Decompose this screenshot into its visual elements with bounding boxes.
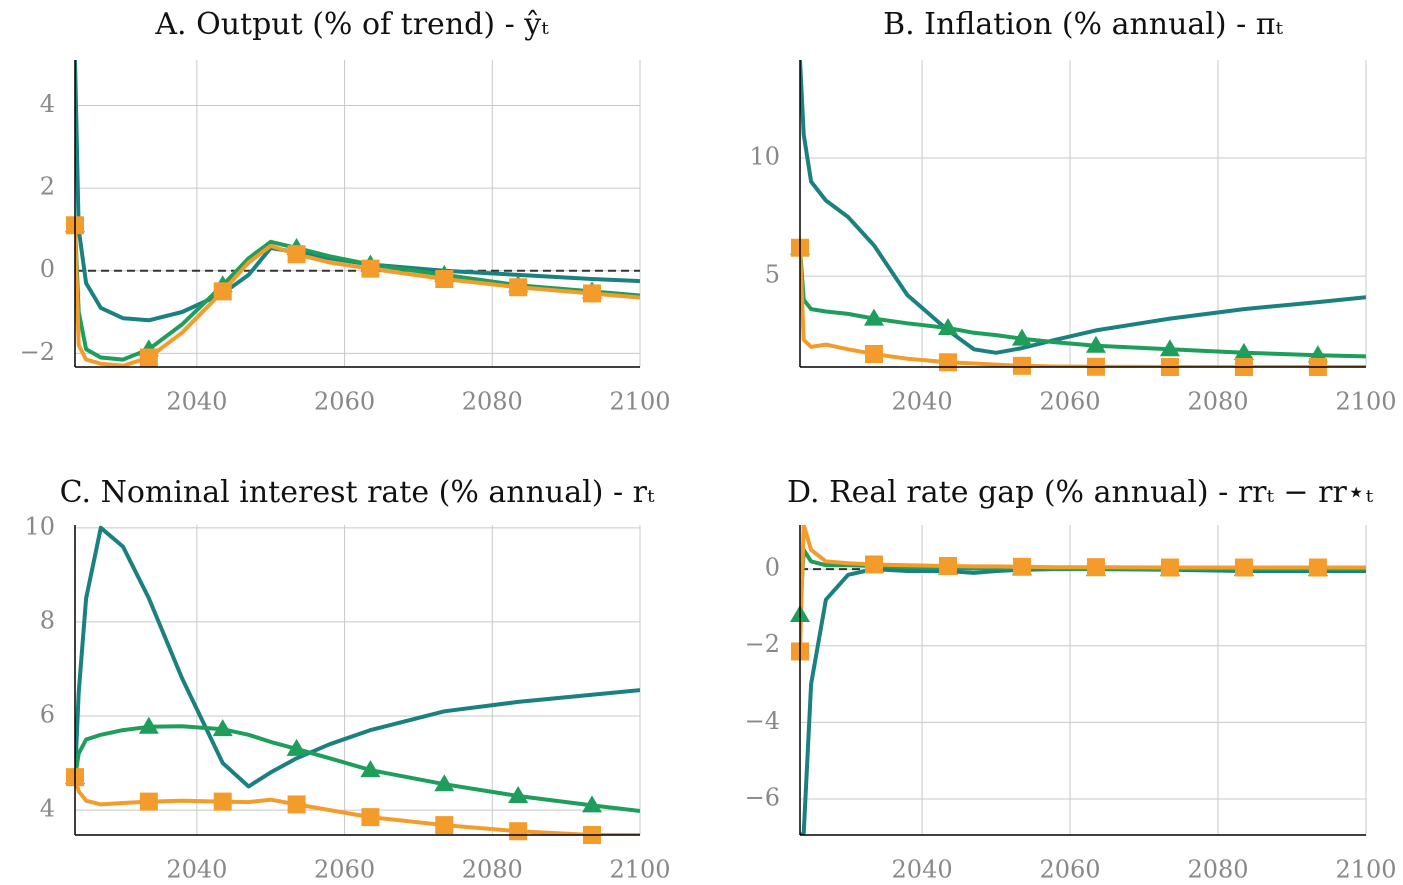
y-tick-label: −2 (745, 630, 780, 658)
marker (139, 348, 158, 367)
marker (139, 792, 158, 811)
x-tick-label: 2100 (609, 856, 670, 884)
x-tick-label: 2040 (166, 388, 227, 416)
marker (360, 760, 381, 778)
panel: D. Real rate gap (% annual) - rrₜ − rr⋆ₜ… (745, 475, 1397, 884)
marker (937, 318, 958, 336)
x-tick-label: 2100 (1335, 388, 1396, 416)
x-tick-label: 2080 (1187, 388, 1248, 416)
marker (213, 792, 232, 811)
x-tick-label: 2080 (1187, 856, 1248, 884)
marker (1085, 335, 1106, 353)
marker (213, 282, 232, 301)
marker (1159, 339, 1180, 357)
marker (138, 716, 159, 734)
panel: B. Inflation (% annual) - πₜ 2040 2060 2080… (749, 7, 1396, 416)
panel-title: B. Inflation (% annual) - πₜ (883, 7, 1283, 42)
marker (1086, 558, 1105, 577)
x-tick-label: 2100 (1335, 856, 1396, 884)
x-tick-label: 2060 (314, 388, 375, 416)
series-line (800, 567, 1366, 835)
marker (509, 822, 528, 841)
y-tick-label: 10 (24, 512, 55, 540)
y-tick-label: 4 (40, 795, 55, 823)
x-tick-label: 2040 (892, 856, 953, 884)
series-line (75, 225, 640, 362)
marker (1012, 557, 1031, 576)
marker (938, 353, 957, 372)
marker (1233, 342, 1254, 360)
y-tick-label: 0 (40, 255, 55, 283)
marker (938, 557, 957, 576)
marker (435, 816, 454, 835)
x-tick-label: 2060 (314, 856, 375, 884)
marker (863, 308, 884, 326)
marker (435, 269, 454, 288)
marker (361, 259, 380, 278)
y-tick-label: 6 (40, 700, 55, 728)
marker (286, 738, 307, 756)
marker (361, 808, 380, 827)
marker (864, 345, 883, 364)
y-tick-label: −4 (745, 707, 780, 735)
marker (509, 278, 528, 297)
plot-area (75, 525, 640, 835)
panel: A. Output (% of trend) - ŷₜ 2040 2060 2080 2… (20, 7, 671, 416)
marker (1160, 558, 1179, 577)
series-line (800, 60, 1366, 355)
marker (1308, 558, 1327, 577)
x-tick-label: 2040 (166, 856, 227, 884)
marker (287, 245, 306, 264)
panel-title: A. Output (% of trend) - ŷₜ (154, 7, 549, 42)
plot-area (75, 60, 640, 367)
marker (212, 719, 233, 737)
y-tick-label: 8 (40, 606, 55, 634)
x-tick-label: 2060 (1040, 856, 1101, 884)
marker (1012, 356, 1031, 375)
marker (864, 555, 883, 574)
x-tick-label: 2080 (462, 388, 523, 416)
plot-area (800, 60, 1366, 367)
y-tick-label: 2 (40, 173, 55, 201)
marker (581, 795, 602, 813)
marker (1234, 558, 1253, 577)
series-line (800, 247, 1366, 359)
series-line (75, 60, 640, 323)
y-tick-label: 10 (749, 143, 780, 171)
series-line (800, 547, 1366, 616)
y-tick-label: −6 (745, 783, 780, 811)
series-line (800, 247, 1366, 367)
x-tick-label: 2040 (892, 388, 953, 416)
y-tick-label: 0 (765, 554, 780, 582)
x-tick-label: 2080 (462, 856, 523, 884)
marker (508, 785, 529, 803)
y-tick-label: −2 (20, 338, 55, 366)
series-line (75, 525, 640, 789)
y-tick-label: 4 (40, 90, 55, 118)
y-tick-label: 5 (765, 261, 780, 289)
panel-title: D. Real rate gap (% annual) - rrₜ − rr⋆ₜ (787, 475, 1374, 510)
marker (1011, 328, 1032, 346)
panel-title: C. Nominal interest rate (% annual) - rₜ (60, 475, 655, 510)
x-tick-label: 2060 (1040, 388, 1101, 416)
marker (287, 795, 306, 814)
series-line (75, 776, 640, 835)
marker (582, 284, 601, 303)
marker (1307, 345, 1328, 363)
series-line (75, 724, 640, 813)
marker (434, 774, 455, 792)
plot-area (800, 525, 1366, 835)
series-line (75, 225, 640, 367)
x-tick-label: 2100 (609, 388, 670, 416)
panel: C. Nominal interest rate (% annual) - rₜ… (24, 475, 670, 884)
series-line (800, 525, 1366, 652)
